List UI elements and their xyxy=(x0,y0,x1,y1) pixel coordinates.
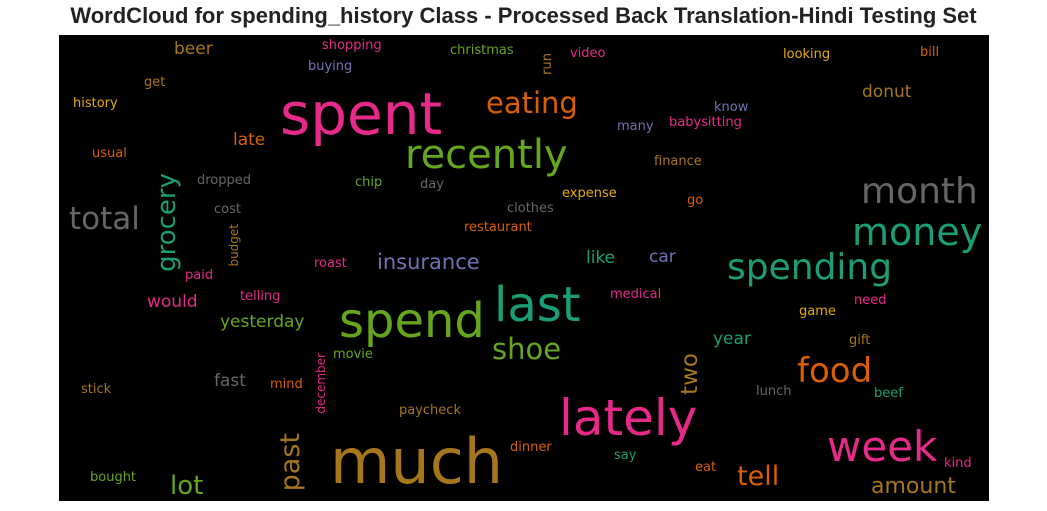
word-need: need xyxy=(854,293,887,308)
word-lot: lot xyxy=(170,471,204,501)
word-clothes: clothes xyxy=(507,201,554,216)
word-gift: gift xyxy=(849,333,871,348)
word-dropped: dropped xyxy=(197,173,252,188)
word-tell: tell xyxy=(737,461,780,492)
word-day: day xyxy=(420,177,444,192)
word-lately: lately xyxy=(559,389,698,447)
word-donut: donut xyxy=(862,82,912,102)
word-bill: bill xyxy=(920,45,940,60)
word-game: game xyxy=(799,304,836,319)
word-eat: eat xyxy=(695,460,717,475)
word-go: go xyxy=(687,193,704,208)
word-would: would xyxy=(147,292,198,312)
word-shopping: shopping xyxy=(322,38,382,53)
word-grocery: grocery xyxy=(152,173,182,272)
word-car: car xyxy=(649,247,676,267)
word-cost: cost xyxy=(214,202,241,217)
word-money: money xyxy=(852,210,983,254)
word-paycheck: paycheck xyxy=(399,403,461,418)
word-say: say xyxy=(614,448,637,463)
word-past: past xyxy=(275,433,306,492)
word-beer: beer xyxy=(174,39,213,59)
word-expense: expense xyxy=(562,186,617,201)
word-finance: finance xyxy=(654,154,702,169)
word-two: two xyxy=(677,353,703,395)
word-babysitting: babysitting xyxy=(669,115,742,130)
word-eating: eating xyxy=(486,86,578,120)
word-december: december xyxy=(314,353,328,414)
word-lunch: lunch xyxy=(756,384,792,399)
word-yesterday: yesterday xyxy=(220,312,305,332)
wordcloud-canvas: much spent lately spend last recently week mont… xyxy=(59,35,989,501)
word-telling: telling xyxy=(240,289,281,304)
word-stick: stick xyxy=(81,382,112,397)
word-bought: bought xyxy=(90,470,137,485)
word-budget: budget xyxy=(227,224,241,267)
word-total: total xyxy=(69,201,140,237)
word-run: run xyxy=(540,53,555,75)
word-history: history xyxy=(73,96,118,111)
word-medical: medical xyxy=(610,287,662,302)
word-spent: spent xyxy=(280,80,443,148)
word-food: food xyxy=(797,351,873,391)
word-christmas: christmas xyxy=(450,43,514,58)
word-week: week xyxy=(827,422,938,471)
word-much: much xyxy=(330,425,504,498)
word-late: late xyxy=(233,130,266,150)
word-like: like xyxy=(586,248,616,268)
word-get: get xyxy=(144,75,166,90)
word-kind: kind xyxy=(944,456,972,471)
word-last: last xyxy=(494,277,581,333)
word-usual: usual xyxy=(92,146,127,161)
word-paid: paid xyxy=(185,268,214,283)
word-insurance: insurance xyxy=(377,250,480,274)
word-month: month xyxy=(861,171,978,212)
word-shoe: shoe xyxy=(492,332,562,366)
word-buying: buying xyxy=(308,59,353,74)
word-know: know xyxy=(714,100,749,115)
word-beef: beef xyxy=(874,386,903,401)
word-many: many xyxy=(617,119,654,134)
chart-title: WordCloud for spending_history Class - P… xyxy=(70,3,977,28)
word-fast: fast xyxy=(214,371,246,391)
word-recently: recently xyxy=(405,132,568,178)
word-dinner: dinner xyxy=(510,440,552,455)
word-spend: spend xyxy=(339,293,485,349)
word-looking: looking xyxy=(783,47,831,62)
word-roast: roast xyxy=(314,256,347,271)
word-chip: chip xyxy=(355,175,383,190)
word-year: year xyxy=(713,329,751,349)
word-spending: spending xyxy=(727,247,893,288)
word-mind: mind xyxy=(270,377,303,392)
word-video: video xyxy=(570,46,606,61)
word-amount: amount xyxy=(871,474,956,499)
word-movie: movie xyxy=(333,347,373,362)
word-restaurant: restaurant xyxy=(464,220,532,235)
